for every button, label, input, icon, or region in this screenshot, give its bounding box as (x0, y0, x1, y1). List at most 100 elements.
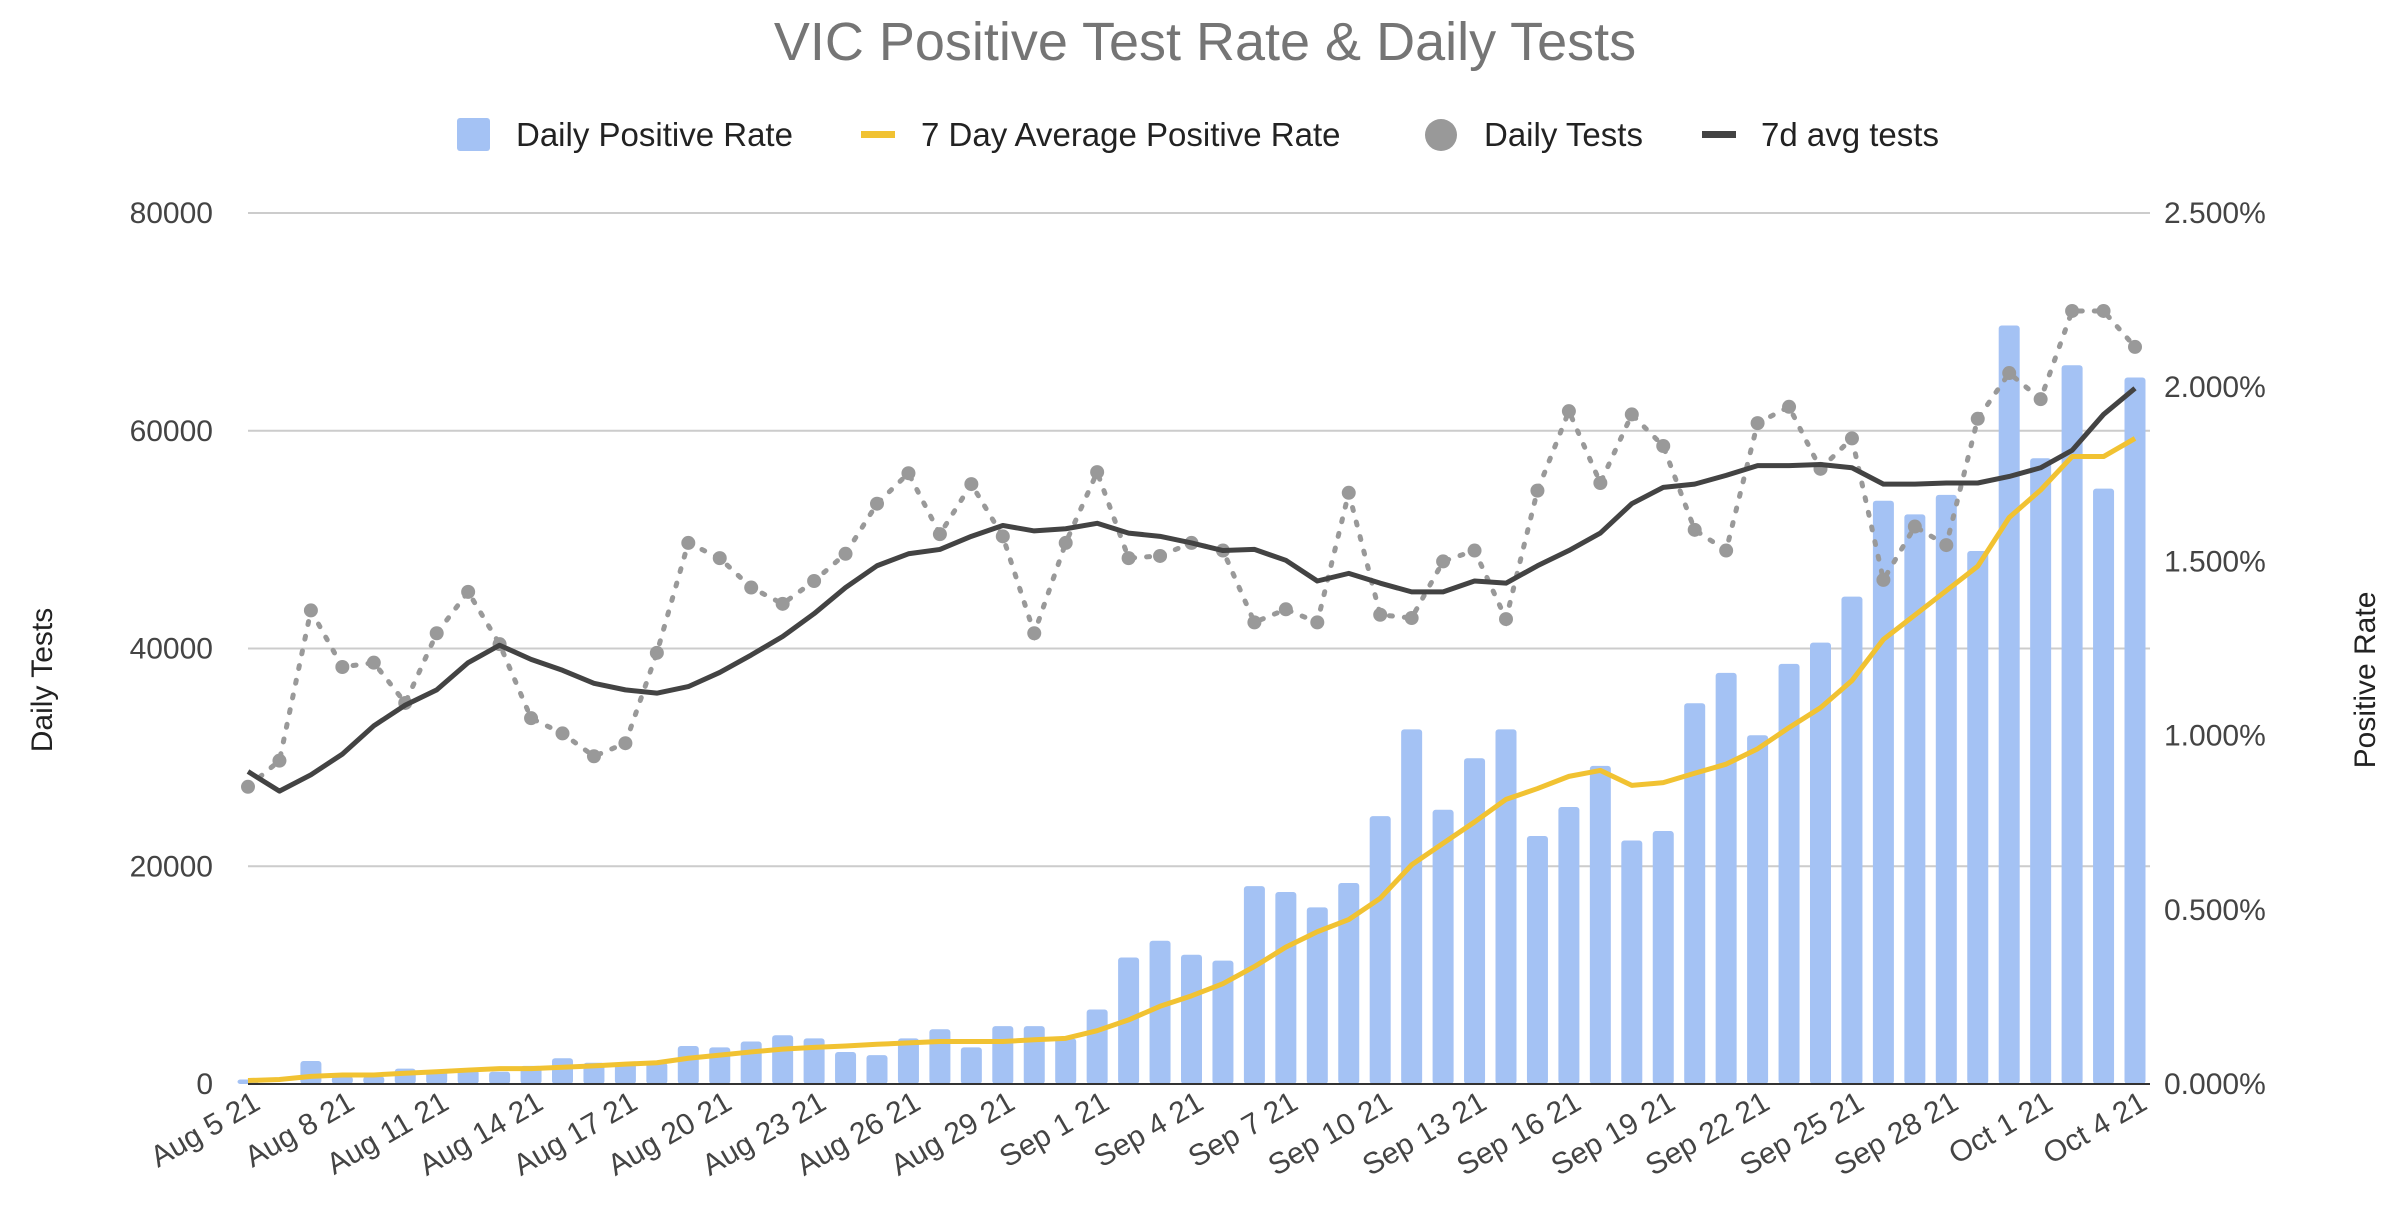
series-lines (241, 303, 2142, 1084)
bar-daily-positive-rate (992, 1026, 1014, 1084)
daily-tests-point (1247, 615, 1262, 630)
bar-daily-positive-rate (897, 1038, 919, 1084)
bar-daily-positive-rate (614, 1062, 636, 1084)
bar-daily-positive-rate (552, 1058, 573, 1084)
bar-daily-positive-rate (2030, 458, 2052, 1085)
bar-daily-positive-rate (1464, 758, 1486, 1084)
bar-daily-positive-rate (1338, 882, 1360, 1084)
daily-tests-point (995, 529, 1010, 544)
daily-tests-point (901, 466, 916, 481)
daily-tests-point (618, 736, 633, 751)
daily-tests-point (524, 711, 539, 726)
left-tick-label: 0 (196, 1068, 213, 1101)
daily-tests-point (1121, 551, 1136, 566)
daily-tests-point (838, 546, 853, 561)
bar-daily-positive-rate (677, 1046, 699, 1084)
right-axis-title: Positive Rate (2349, 592, 2382, 769)
legend-line-swatch-icon (861, 131, 895, 138)
daily-tests-point (1593, 476, 1608, 491)
bar-daily-positive-rate (2061, 365, 2083, 1084)
daily-tests-point (1719, 543, 1734, 558)
bar-daily-positive-rate (740, 1041, 762, 1084)
bar-daily-positive-rate (331, 1076, 353, 1084)
right-axis-ticks: 0.000% 0.500% 1.000% 1.500% 2.000% 2.500% (2164, 197, 2266, 1101)
daily-tests-point (1153, 548, 1168, 563)
right-tick-label: 0.500% (2164, 894, 2266, 927)
legend-item-daily-tests[interactable]: Daily Tests (1425, 116, 1643, 153)
legend-item-7d-avg-tests[interactable]: 7d avg tests (1702, 116, 1939, 153)
daily-tests-point (461, 584, 476, 599)
right-tick-label: 1.000% (2164, 720, 2266, 753)
bar-daily-positive-rate (300, 1061, 322, 1084)
bar-daily-positive-rate (1369, 816, 1391, 1084)
legend-dot-swatch-icon (1425, 119, 1457, 151)
bar-daily-positive-rate (929, 1029, 951, 1084)
daily-tests-point (429, 626, 444, 641)
daily-positive-rate-bars (237, 325, 2146, 1085)
bar-daily-positive-rate (646, 1062, 668, 1084)
legend-label: Daily Tests (1484, 116, 1643, 153)
daily-tests-point (775, 596, 790, 611)
bar-daily-positive-rate (489, 1071, 511, 1084)
daily-tests-point (1907, 519, 1922, 534)
bar-daily-positive-rate (1149, 940, 1171, 1084)
daily-tests-point (1782, 399, 1797, 414)
bar-daily-positive-rate (1275, 892, 1297, 1084)
right-tick-label: 2.500% (2164, 197, 2266, 230)
daily-tests-point (1027, 626, 1042, 641)
daily-tests-point (870, 496, 884, 511)
daily-tests-point (555, 726, 570, 741)
daily-tests-point (1530, 483, 1545, 498)
bar-daily-positive-rate (457, 1070, 479, 1084)
7d-avg-tests-line (246, 386, 2137, 794)
daily-tests-point (1058, 535, 1073, 550)
legend-label: 7d avg tests (1761, 116, 1939, 153)
daily-tests-point (712, 551, 727, 566)
bar-daily-positive-rate (2093, 488, 2115, 1084)
bar-daily-positive-rate (1872, 500, 1894, 1084)
daily-tests-point (1310, 615, 1325, 630)
bar-daily-positive-rate (1904, 514, 1926, 1084)
left-tick-label: 60000 (130, 415, 213, 448)
daily-tests-point (807, 573, 822, 588)
right-tick-label: 0.000% (2164, 1068, 2266, 1101)
daily-tests-point (1656, 438, 1671, 453)
daily-tests-point (1373, 607, 1388, 622)
daily-tests-point (964, 477, 979, 492)
x-tick-label: Oct 1 21 (1943, 1085, 2058, 1170)
bar-daily-positive-rate (1589, 765, 1611, 1084)
chart-title: VIC Positive Test Rate & Daily Tests (774, 12, 1636, 72)
legend-item-daily-positive-rate[interactable]: Daily Positive Rate (457, 116, 793, 153)
bar-daily-positive-rate (1967, 550, 1989, 1084)
bar-daily-positive-rate (866, 1055, 888, 1084)
bar-daily-positive-rate (1086, 1009, 1108, 1084)
bar-daily-positive-rate (2124, 377, 2146, 1084)
bar-daily-positive-rate (1841, 596, 1863, 1084)
bar-daily-positive-rate (1715, 672, 1737, 1084)
left-axis-title: Daily Tests (26, 608, 59, 753)
daily-tests-point (1844, 431, 1859, 446)
x-tick-label: Oct 4 21 (2038, 1085, 2153, 1170)
daily-tests-point (1970, 411, 1985, 426)
daily-tests-point (366, 655, 381, 670)
bar-daily-positive-rate (1935, 494, 1957, 1084)
bar-daily-positive-rate (1558, 807, 1580, 1084)
bar-daily-positive-rate (960, 1047, 982, 1084)
daily-tests-point (1278, 602, 1293, 617)
legend-line-swatch-icon (1702, 131, 1736, 138)
gridlines (248, 212, 2150, 868)
daily-tests-point (649, 645, 664, 660)
legend-item-7-day-average-positive-rate[interactable]: 7 Day Average Positive Rate (861, 116, 1340, 153)
bar-daily-positive-rate (1243, 886, 1265, 1084)
daily-tests-point (2096, 303, 2111, 318)
bar-daily-positive-rate (1778, 663, 1800, 1084)
bar-daily-positive-rate (1810, 642, 1831, 1084)
daily-tests-point (1939, 538, 1954, 553)
bar-daily-positive-rate (1526, 835, 1548, 1084)
daily-tests-point (586, 749, 601, 764)
left-axis-ticks: 0 20000 40000 60000 80000 (130, 197, 213, 1101)
bar-daily-positive-rate (1212, 960, 1234, 1084)
left-tick-label: 20000 (130, 850, 213, 883)
